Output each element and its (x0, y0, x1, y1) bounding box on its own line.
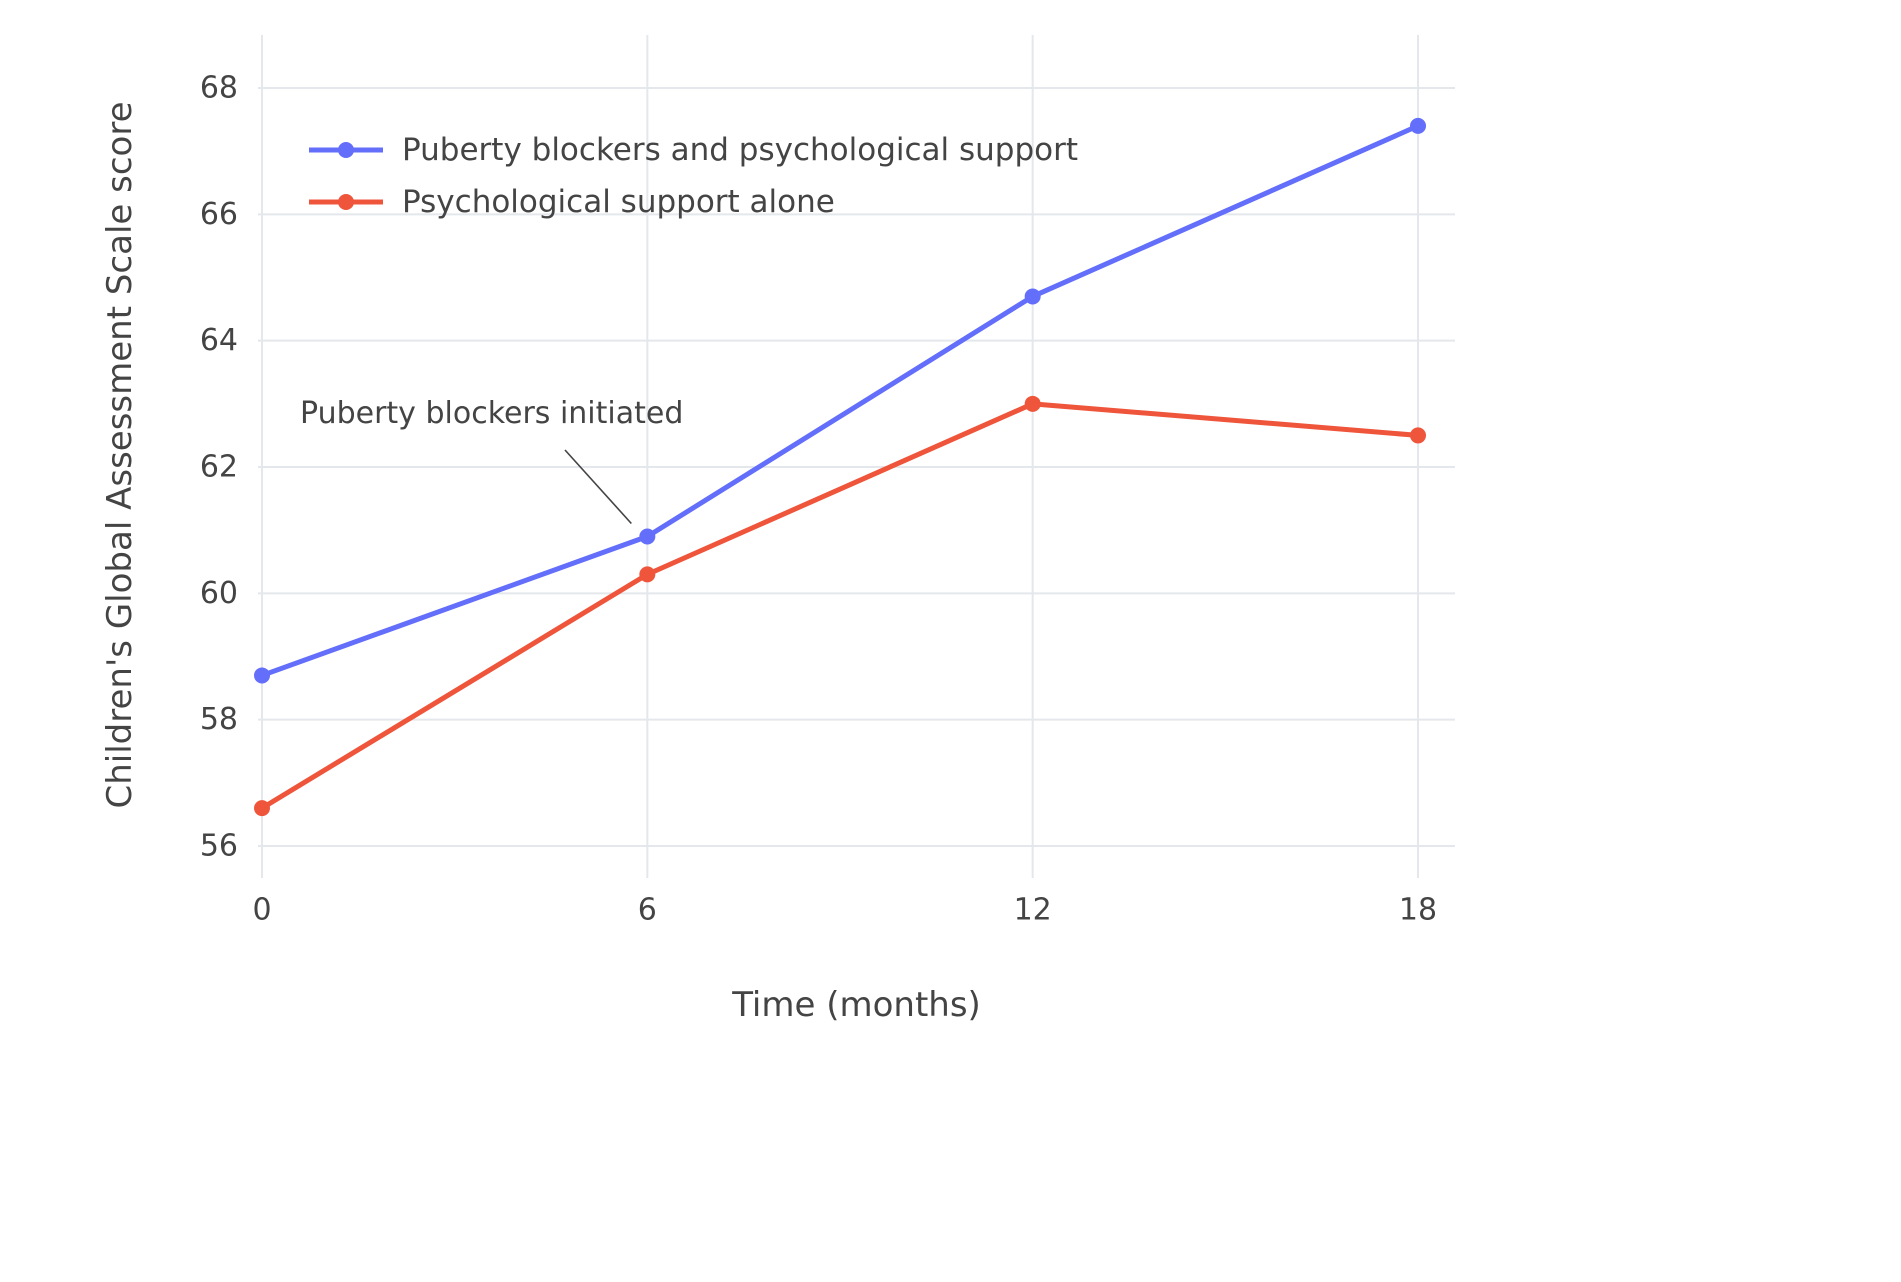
legend-swatch-blockers (309, 142, 383, 158)
x-tick-label: 0 (252, 893, 271, 928)
legend-item-support-alone[interactable]: Psychological support alone (306, 176, 1078, 228)
data-point-0 (639, 528, 656, 545)
x-tick-label: 12 (1014, 893, 1052, 928)
x-tick-label: 6 (638, 893, 657, 928)
legend: Puberty blockers and psychological suppo… (306, 124, 1078, 228)
data-point-1 (1410, 427, 1426, 444)
y-tick-label: 58 (200, 702, 238, 737)
data-point-0 (1024, 288, 1041, 305)
y-tick-label: 56 (200, 829, 238, 864)
x-tick-label: 18 (1399, 893, 1437, 928)
data-point-0 (254, 667, 270, 684)
y-tick-label: 66 (200, 197, 238, 232)
y-tick-label: 64 (200, 323, 238, 358)
legend-swatch-support-alone (309, 194, 383, 210)
data-point-0 (1410, 117, 1426, 134)
series-line-0 (259, 123, 1421, 678)
y-tick-label: 68 (200, 71, 238, 106)
data-point-1 (1024, 395, 1041, 412)
y-tick-label: 60 (200, 576, 238, 611)
annotation-leader-line (564, 449, 632, 525)
legend-item-blockers[interactable]: Puberty blockers and psychological suppo… (306, 124, 1078, 176)
x-axis-title: Time (months) (732, 985, 981, 1025)
y-axis-title: Children's Global Assessment Scale score (100, 101, 140, 809)
y-tick-label: 62 (200, 450, 238, 485)
data-point-1 (639, 566, 656, 583)
annotation-puberty-blockers-initiated: Puberty blockers initiated (300, 396, 684, 431)
series-line-1 (259, 401, 1421, 811)
data-point-1 (254, 800, 270, 817)
legend-label-blockers: Puberty blockers and psychological suppo… (402, 132, 1079, 168)
legend-label-support-alone: Psychological support alone (402, 184, 835, 220)
